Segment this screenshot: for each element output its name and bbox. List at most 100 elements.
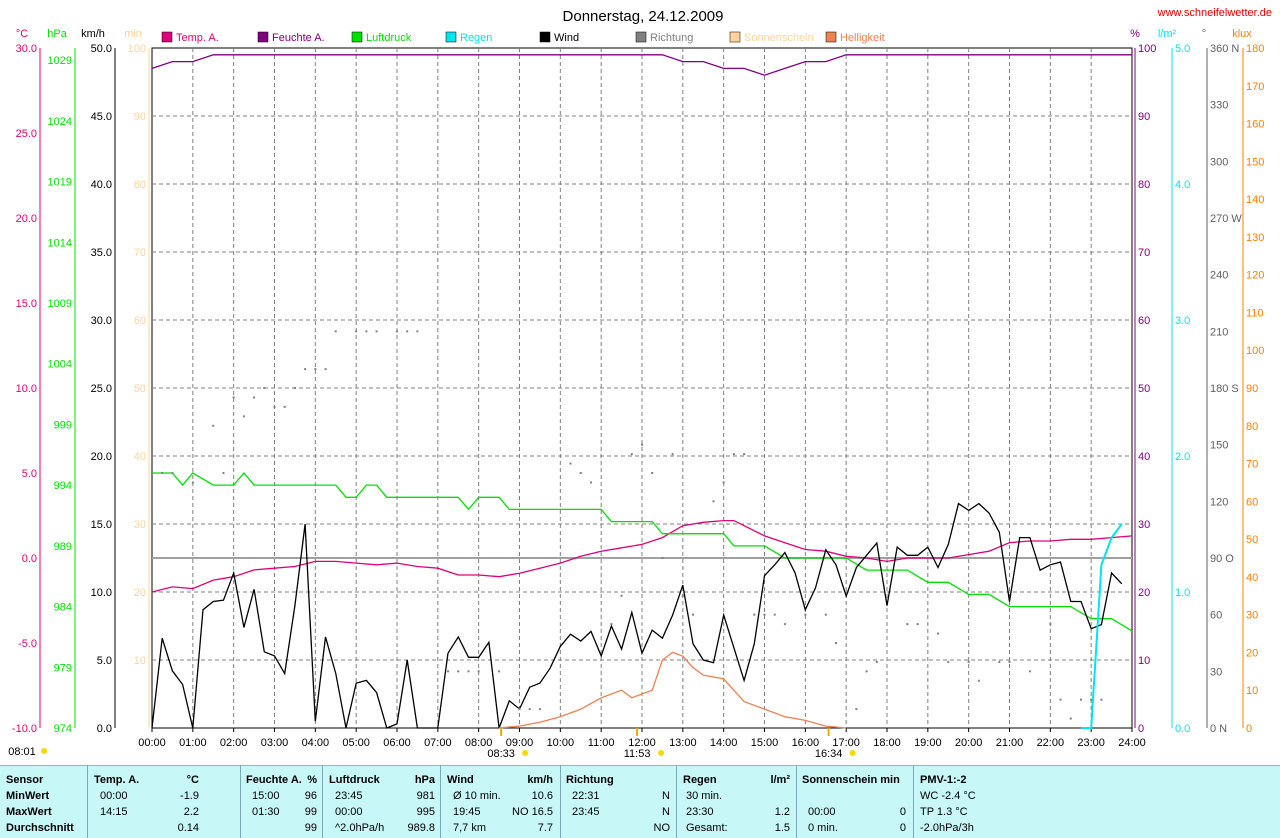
axis-tick-label-wind: 30.0 (91, 315, 112, 327)
legend-label: Richtung (650, 32, 693, 44)
direction-point (293, 387, 296, 389)
axis-tick-label-pressure: 989 (54, 541, 72, 553)
axis-tick-label-light: 110 (1246, 307, 1264, 319)
x-tick-label: 01:00 (179, 737, 207, 749)
axis-tick-label-wind: 15.0 (91, 519, 112, 531)
x-tick-label: 12:00 (628, 737, 656, 749)
axis-unit-light: klux (1232, 28, 1252, 40)
direction-point (937, 632, 940, 635)
direction-point (1059, 698, 1062, 701)
direction-point (916, 623, 919, 626)
direction-point (641, 443, 643, 446)
legend-swatch (161, 31, 173, 43)
axis-tick-label-direction: 90 O (1210, 553, 1234, 565)
direction-point (1028, 670, 1031, 673)
website-link[interactable]: www.schneifelwetter.de (1157, 7, 1272, 19)
x-tick-label: 24:00 (1118, 737, 1146, 749)
direction-point (589, 481, 592, 484)
direction-point (334, 330, 337, 333)
legend-label: Wind (554, 32, 579, 44)
summary-time-direction: 23:45 (572, 806, 600, 818)
summary-value-wind: 7.7 (537, 822, 553, 834)
axis-tick-label-light: 50 (1246, 534, 1258, 546)
summary-unit-humidity: % (307, 774, 317, 786)
summary-time-rain: 30 min. (686, 790, 723, 802)
direction-point (1008, 660, 1011, 663)
summary-value-humidity: 99 (304, 806, 317, 818)
summary-value-pressure: 995 (416, 806, 435, 818)
summary-time-humidity: 01:30 (252, 806, 280, 818)
summary-header-sun: Sonnenschein min (802, 774, 900, 786)
summary-time-wind: Ø 10 min. (453, 790, 501, 802)
summary-header-sensor: Sensor (6, 774, 44, 786)
legend-label: Luftdruck (366, 32, 412, 44)
x-tick-label: 16:00 (792, 737, 820, 749)
direction-point (763, 613, 766, 616)
summary-value-pressure: 989.8 (407, 822, 435, 834)
direction-point (834, 642, 837, 644)
summary-value-temp: -1.9 (180, 790, 199, 802)
direction-point (722, 481, 725, 484)
summary-time-humidity: 15:00 (252, 790, 280, 802)
legend-label: Temp. A. (176, 32, 219, 44)
direction-point (1069, 717, 1072, 720)
summary-header-pmv: PMV-1:-2 (920, 774, 967, 786)
x-tick-label: 23:00 (1077, 737, 1105, 749)
summary-value-direction: N (662, 790, 670, 802)
summary-header-wind: Wind (447, 774, 474, 786)
direction-point (191, 481, 194, 484)
summary-value-wind: 10.6 (531, 790, 553, 802)
direction-point (773, 613, 776, 616)
axis-tick-label-light: 170 (1246, 81, 1264, 93)
direction-point (365, 330, 368, 333)
sun-icon (849, 750, 856, 756)
summary-time-temp: 00:00 (100, 790, 128, 802)
axis-tick-label-sun: 100 (128, 43, 146, 55)
axis-tick-label-wind: 45.0 (91, 111, 112, 123)
axis-tick-label-light: 160 (1246, 119, 1264, 131)
direction-point (171, 472, 174, 474)
direction-point (406, 330, 409, 333)
summary-time-pressure: ^2.0hPa/h (335, 822, 385, 834)
axis-tick-label-light: 10 (1246, 685, 1258, 697)
legend-label: Feuchte A. (272, 32, 325, 44)
axis-tick-label-sun: 60 (134, 315, 146, 327)
summary-header-direction: Richtung (566, 774, 614, 786)
axis-tick-label-rain: 3.0 (1175, 315, 1190, 327)
axis-tick-label-sun: 90 (134, 111, 146, 123)
axis-tick-label-direction: 270 W (1210, 213, 1242, 225)
summary-divider (913, 766, 914, 838)
axis-tick-label-temp: 30.0 (16, 43, 37, 55)
direction-point (314, 368, 317, 371)
axis-tick-label-wind: 40.0 (91, 179, 112, 191)
legend: Temp. A. Feuchte A. Luftdruck Regen Wind Rich… (161, 31, 885, 44)
series-luftdruck (152, 471, 1133, 632)
summary-value-pressure: 981 (416, 790, 435, 802)
axis-tick-label-wind: 35.0 (91, 247, 112, 259)
axis-tick-label-direction: 0 N (1210, 723, 1227, 735)
direction-point (804, 613, 807, 616)
x-tick-label: 00:00 (138, 737, 166, 749)
direction-point (304, 368, 307, 371)
summary-value-wind: NO 16.5 (512, 806, 553, 818)
direction-point (253, 396, 256, 399)
x-tick-label: 20:00 (955, 737, 983, 749)
legend-label: Regen (460, 32, 492, 44)
summary-header-rain: Regen (683, 774, 717, 786)
direction-point (998, 660, 1001, 663)
direction-point (1049, 623, 1052, 626)
legend-swatch (539, 31, 551, 43)
direction-point (283, 405, 286, 408)
direction-point (865, 670, 868, 673)
axis-tick-label-direction: 360 N (1210, 43, 1239, 55)
axis-tick-label-temp: -10.0 (12, 723, 37, 735)
direction-point (222, 472, 225, 474)
summary-divider (87, 766, 88, 838)
axis-tick-label-rain: 4.0 (1175, 179, 1190, 191)
direction-point (212, 424, 215, 427)
axis-tick-label-light: 80 (1246, 421, 1258, 433)
direction-point (416, 330, 419, 333)
summary-time-temp: 14:15 (100, 806, 128, 818)
axis-tick-label-pressure: 994 (54, 480, 72, 492)
direction-point (538, 708, 541, 711)
